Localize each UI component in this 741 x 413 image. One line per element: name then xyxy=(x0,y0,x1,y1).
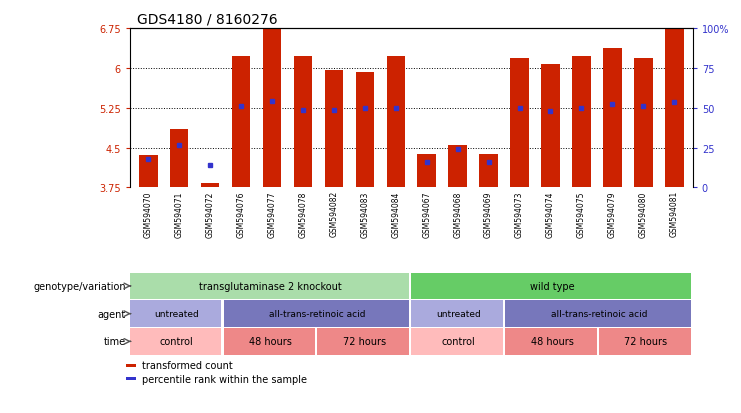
Bar xyxy=(126,377,136,380)
Bar xyxy=(317,328,409,355)
Bar xyxy=(603,48,622,188)
Bar xyxy=(599,328,691,355)
Bar xyxy=(505,328,597,355)
Bar xyxy=(634,59,653,188)
Bar xyxy=(201,184,219,188)
Bar xyxy=(511,59,529,188)
Bar xyxy=(263,29,282,188)
Bar xyxy=(505,301,691,327)
Text: 48 hours: 48 hours xyxy=(531,337,574,347)
Text: time: time xyxy=(104,337,126,347)
Bar xyxy=(541,64,559,188)
Text: untreated: untreated xyxy=(436,309,481,318)
Text: genotype/variation: genotype/variation xyxy=(33,281,126,291)
Text: agent: agent xyxy=(98,309,126,319)
Text: wild type: wild type xyxy=(530,281,574,291)
Bar xyxy=(130,301,222,327)
Bar xyxy=(170,130,188,188)
Text: all-trans-retinoic acid: all-trans-retinoic acid xyxy=(269,309,365,318)
Bar xyxy=(411,301,503,327)
Text: control: control xyxy=(442,337,475,347)
Bar xyxy=(224,301,409,327)
Bar xyxy=(411,328,503,355)
Bar xyxy=(479,154,498,188)
Text: 48 hours: 48 hours xyxy=(249,337,292,347)
Text: transglutaminase 2 knockout: transglutaminase 2 knockout xyxy=(199,281,342,291)
Bar xyxy=(665,29,683,188)
Bar xyxy=(356,73,374,188)
Text: percentile rank within the sample: percentile rank within the sample xyxy=(142,374,307,384)
Text: all-trans-retinoic acid: all-trans-retinoic acid xyxy=(551,309,647,318)
Text: 72 hours: 72 hours xyxy=(625,337,668,347)
Bar xyxy=(139,156,158,188)
Bar xyxy=(130,328,222,355)
Bar xyxy=(411,273,691,299)
Bar xyxy=(224,328,315,355)
Bar xyxy=(387,57,405,188)
Bar xyxy=(448,145,467,188)
Bar xyxy=(572,57,591,188)
Bar xyxy=(130,273,409,299)
Text: control: control xyxy=(160,337,193,347)
Bar xyxy=(232,57,250,188)
Text: GDS4180 / 8160276: GDS4180 / 8160276 xyxy=(137,13,278,27)
Bar xyxy=(325,71,343,188)
Text: transformed count: transformed count xyxy=(142,361,232,370)
Bar xyxy=(417,154,436,188)
Text: untreated: untreated xyxy=(154,309,199,318)
Bar xyxy=(126,364,136,367)
Text: 72 hours: 72 hours xyxy=(343,337,386,347)
Bar xyxy=(293,57,312,188)
